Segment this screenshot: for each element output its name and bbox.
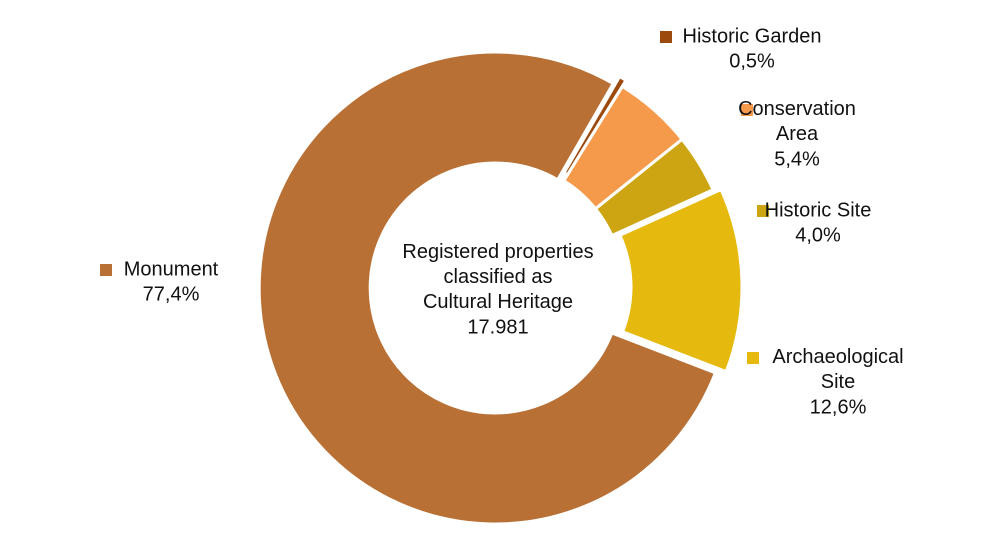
center-text: Registered properties classified as Cultur… bbox=[402, 241, 593, 313]
slice-label: Historic Garden bbox=[683, 25, 822, 47]
slice-label: Historic Site bbox=[765, 199, 872, 221]
legend-marker bbox=[747, 352, 759, 364]
slice-label: Archaeological Site bbox=[772, 346, 903, 393]
slice-label: Monument bbox=[124, 258, 219, 280]
slice-value-label: 0,5% bbox=[729, 50, 775, 72]
legend-marker bbox=[741, 104, 753, 116]
donut-slice bbox=[257, 50, 718, 526]
slice-value-label: 77,4% bbox=[143, 283, 200, 305]
legend-marker bbox=[660, 31, 672, 43]
donut-slice bbox=[617, 187, 744, 374]
legend-marker bbox=[100, 264, 112, 276]
donut-slice bbox=[593, 137, 716, 238]
slice-value-label: 12,6% bbox=[810, 396, 867, 418]
slice-value-label: 4,0% bbox=[795, 224, 841, 246]
slice-value-label: 5,4% bbox=[774, 148, 820, 170]
slice-label: Conservation Area bbox=[738, 98, 856, 145]
center-total: 17.981 bbox=[467, 316, 528, 338]
legend-marker bbox=[757, 205, 769, 217]
